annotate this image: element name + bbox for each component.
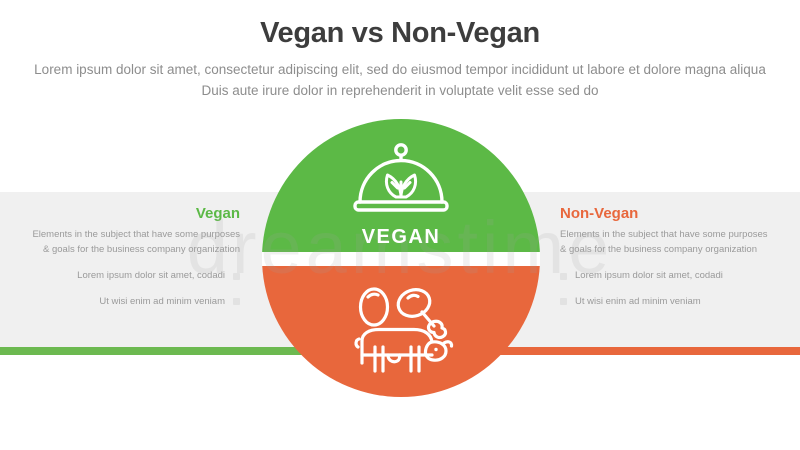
list-item[interactable]: Lorem ipsum dolor sit amet, codadi [25, 269, 240, 282]
vegan-bullet-list: Lorem ipsum dolor sit amet, codadi Ut wi… [25, 269, 240, 308]
nonvegan-heading: Non-Vegan [560, 205, 639, 222]
bullet-square-icon [560, 297, 567, 305]
bullet-square-icon [233, 272, 240, 280]
page-subtitle: Lorem ipsum dolor sit amet, consectetur … [34, 61, 766, 98]
nonvegan-column: Non-Vegan Elements in the subject that h… [560, 205, 775, 320]
food-cloche-leaf-icon [353, 143, 449, 212]
page-title: Vegan vs Non-Vegan [260, 17, 540, 49]
meat-egg-cow-icon [354, 287, 454, 373]
list-item[interactable]: Ut wisi enim ad minim veniam [560, 295, 775, 308]
header: Vegan vs Non-Vegan Lorem ipsum dolor sit… [0, 17, 800, 102]
vegan-icon-group: VEGAN [262, 141, 540, 249]
vegan-column: Vegan Elements in the subject that have … [25, 205, 240, 320]
accent-bar-orange [470, 347, 800, 355]
vegan-circle-label: VEGAN [361, 226, 441, 248]
nonvegan-bullet-2: Ut wisi enim ad minim veniam [575, 295, 701, 307]
comparison-circle: VEGAN [262, 119, 540, 397]
nonvegan-bullet-list: Lorem ipsum dolor sit amet, codadi Ut wi… [560, 269, 775, 308]
bullet-square-icon [560, 272, 567, 280]
nonvegan-icon-group [262, 285, 540, 382]
vegan-bullet-2: Ut wisi enim ad minim veniam [99, 295, 225, 307]
nonvegan-description: Elements in the subject that have some p… [560, 229, 768, 255]
circle-divider-gap [262, 252, 540, 266]
vegan-description: Elements in the subject that have some p… [32, 229, 240, 255]
nonvegan-bullet-1: Lorem ipsum dolor sit amet, codadi [575, 270, 723, 282]
bullet-square-icon [233, 297, 240, 305]
vegan-heading: Vegan [195, 205, 240, 222]
accent-bar-green [0, 347, 330, 355]
vegan-bullet-1: Lorem ipsum dolor sit amet, codadi [77, 270, 225, 282]
list-item[interactable]: Lorem ipsum dolor sit amet, codadi [560, 269, 775, 282]
circle-half-nonvegan [262, 258, 540, 397]
list-item[interactable]: Ut wisi enim ad minim veniam [25, 295, 240, 308]
